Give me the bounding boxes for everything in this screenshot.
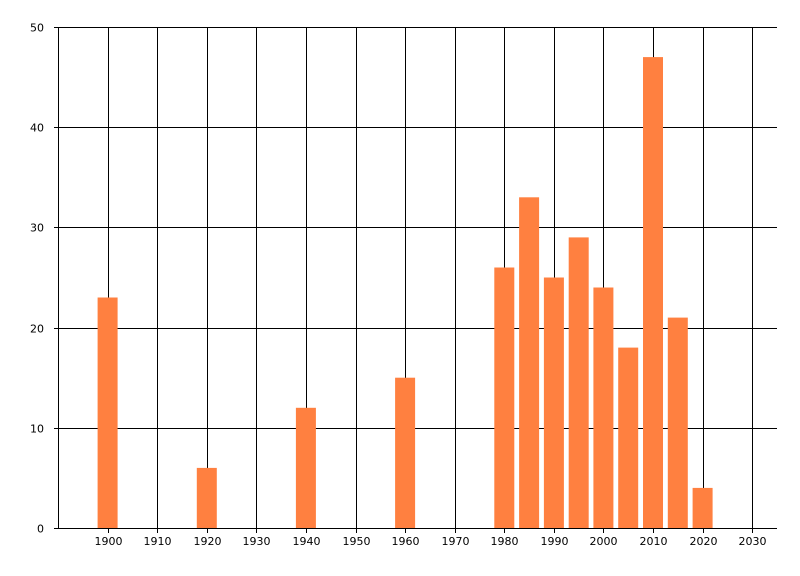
x-tick-label: 2030 [739,535,767,548]
bar [395,377,416,528]
x-tick-label: 1940 [293,535,321,548]
x-tick-label: 1970 [442,535,470,548]
bar [543,277,564,528]
bars [97,57,713,529]
x-tick-label: 1990 [541,535,569,548]
bar [692,487,713,528]
x-tick-label: 1920 [194,535,222,548]
x-tick-label: 1930 [243,535,271,548]
bar [568,237,589,528]
bar [97,297,118,528]
bar [593,287,614,528]
x-tick-label: 2020 [690,535,718,548]
bar [618,347,639,528]
x-tick-label: 2000 [590,535,618,548]
bar [643,57,663,528]
bar [295,407,316,528]
x-tick-label: 1910 [144,535,172,548]
y-tick-label: 40 [30,122,44,135]
y-tick-label: 10 [30,423,44,436]
bar [196,467,217,528]
bar [519,197,540,529]
y-tick-label: 30 [30,222,44,235]
x-tick-label: 1960 [392,535,420,548]
y-tick-label: 50 [30,22,44,35]
y-tick-label: 20 [30,323,44,336]
axes [54,27,777,533]
bar [494,267,515,528]
x-tick-label: 2010 [640,535,668,548]
x-tick-label: 1900 [95,535,123,548]
x-tick-label: 1950 [343,535,371,548]
bar [667,317,688,528]
y-tick-label: 0 [37,523,44,536]
x-tick-label: 1980 [491,535,519,548]
